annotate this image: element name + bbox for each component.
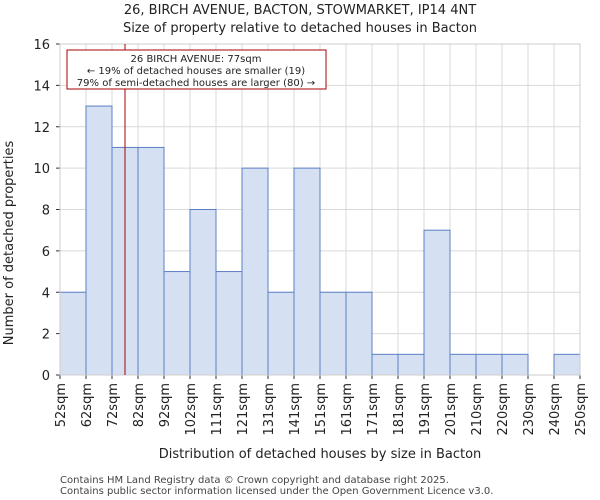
bar <box>475 353 503 376</box>
x-tick-label: 201sqm <box>444 383 459 436</box>
bar <box>163 271 191 376</box>
annotation-line-3: 79% of semi-detached houses are larger (… <box>77 78 315 89</box>
x-tick-label: 240sqm <box>548 383 563 436</box>
bar <box>371 353 399 376</box>
plot-frame <box>59 43 581 376</box>
bar <box>553 353 581 376</box>
annotation-line-1: 26 BIRCH AVENUE: 77sqm <box>131 54 262 65</box>
x-tick-label: 161sqm <box>340 383 355 436</box>
x-tick-label: 111sqm <box>210 383 225 436</box>
bar <box>501 353 529 376</box>
x-tick-label: 191sqm <box>418 383 433 436</box>
x-tick-label: 220sqm <box>496 383 511 436</box>
bar <box>397 353 425 376</box>
bar <box>59 291 87 376</box>
bar <box>345 291 373 376</box>
x-tick-label: 131sqm <box>262 383 277 436</box>
x-tick-label: 102sqm <box>184 383 199 436</box>
x-tick-label: 210sqm <box>470 383 485 436</box>
y-tick-label: 4 <box>42 286 50 301</box>
y-tick-label: 16 <box>33 38 50 53</box>
y-tick-label: 0 <box>42 369 50 384</box>
chart-title: 26, BIRCH AVENUE, BACTON, STOWMARKET, IP… <box>124 3 476 18</box>
x-tick-label: 230sqm <box>522 383 537 436</box>
bar <box>241 167 269 376</box>
y-axis-label: Number of detached properties <box>2 141 17 346</box>
bar <box>137 146 165 376</box>
bar <box>423 229 451 376</box>
x-tick-label: 72sqm <box>106 383 121 427</box>
footer-line-1: Contains HM Land Registry data © Crown c… <box>60 475 449 486</box>
y-tick-label: 8 <box>42 204 50 219</box>
y-tick-label: 12 <box>33 121 50 136</box>
x-tick-label: 141sqm <box>288 383 303 436</box>
annotation-box: 26 BIRCH AVENUE: 77sqm ← 19% of detached… <box>66 49 327 90</box>
y-axis-ticks: 0 2 4 6 8 10 12 14 16 <box>33 38 60 384</box>
x-tick-label: 52sqm <box>54 383 69 427</box>
bar <box>215 271 243 376</box>
y-tick-label: 6 <box>42 245 50 260</box>
x-axis-ticks: 52sqm 62sqm 72sqm 82sqm 92sqm 102sqm 111sqm 121… <box>54 375 589 436</box>
chart-subtitle: Size of property relative to detached ho… <box>123 21 477 36</box>
x-tick-label: 92sqm <box>158 383 173 427</box>
y-tick-label: 10 <box>33 162 50 177</box>
x-tick-label: 82sqm <box>132 383 147 427</box>
annotation-line-2: ← 19% of detached houses are smaller (19… <box>87 66 305 77</box>
annotation-frame <box>66 49 327 90</box>
bars <box>59 105 581 376</box>
x-tick-label: 62sqm <box>80 383 95 427</box>
x-tick-label: 121sqm <box>236 383 251 436</box>
x-axis-label: Distribution of detached houses by size … <box>159 447 482 462</box>
bar <box>319 291 347 376</box>
bar <box>293 167 321 376</box>
bar <box>189 209 217 376</box>
x-tick-label: 151sqm <box>314 383 329 436</box>
footer-line-2: Contains public sector information licen… <box>60 486 493 497</box>
bar <box>449 353 477 376</box>
bar <box>85 105 113 376</box>
y-tick-label: 14 <box>33 79 50 94</box>
bar <box>267 291 295 376</box>
x-tick-label: 181sqm <box>392 383 407 436</box>
y-tick-label: 2 <box>42 328 50 343</box>
x-tick-label: 250sqm <box>574 383 589 436</box>
x-tick-label: 171sqm <box>366 383 381 436</box>
